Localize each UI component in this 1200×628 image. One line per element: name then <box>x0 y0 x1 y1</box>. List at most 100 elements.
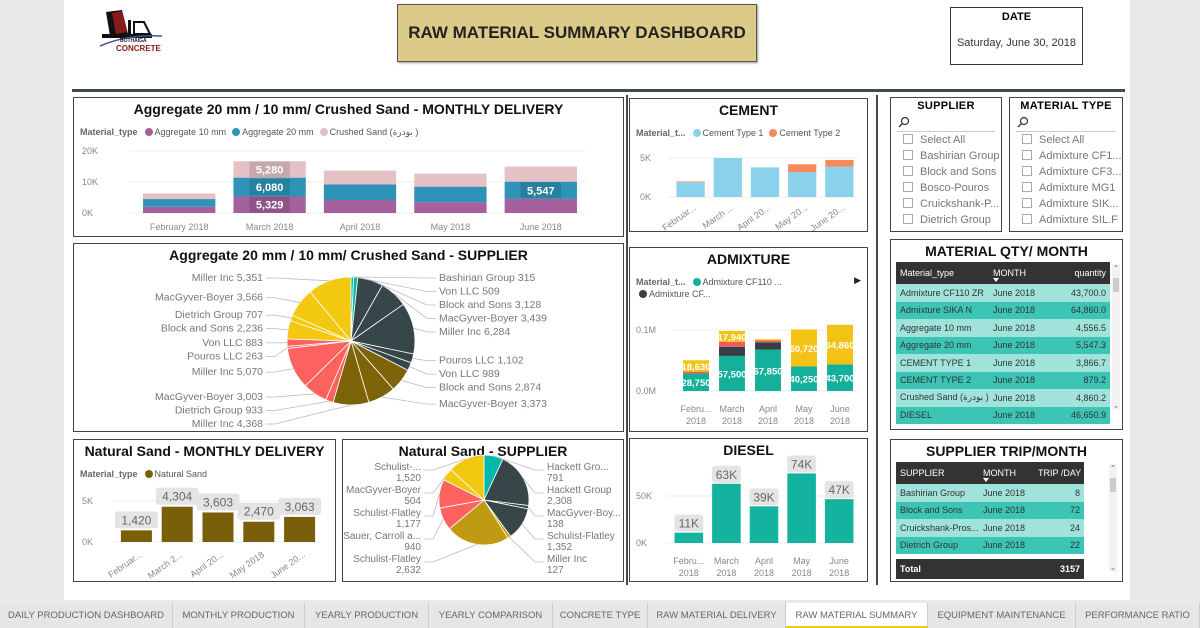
slicer-option[interactable]: Cruickshank-P... <box>891 196 1001 212</box>
checkbox[interactable] <box>1022 214 1032 224</box>
bar-segment[interactable] <box>791 329 817 367</box>
bar-segment[interactable] <box>284 516 316 542</box>
checkbox[interactable] <box>1022 150 1032 160</box>
column-header[interactable]: MONTH <box>979 462 1034 484</box>
bar-segment[interactable] <box>827 324 853 365</box>
bar-segment[interactable] <box>414 173 487 187</box>
bar-segment[interactable] <box>143 206 216 213</box>
pie-slice[interactable] <box>309 276 352 343</box>
table-scrollbar[interactable]: ⌃ ⌄ <box>1109 464 1117 572</box>
table-row[interactable]: Block and Sons June 2018 72 <box>896 501 1084 519</box>
slicer-option[interactable]: Admixture SIL.F <box>1010 212 1122 228</box>
pie-slice[interactable] <box>448 499 509 546</box>
slicer-search[interactable] <box>897 116 995 132</box>
bar-segment[interactable] <box>143 193 216 200</box>
bar-segment[interactable] <box>712 483 741 543</box>
bar-segment[interactable] <box>749 506 779 543</box>
table-row[interactable]: Admixture CF110 ZR June 2018 43,700.0 <box>896 284 1110 302</box>
bar-segment[interactable] <box>233 161 306 178</box>
scroll-up-icon[interactable]: ⌃ <box>1112 264 1120 273</box>
slicer-option[interactable]: Admixture CF3... <box>1010 164 1122 180</box>
slicer-option[interactable]: Admixture MG1 <box>1010 180 1122 196</box>
bar-segment[interactable] <box>683 373 709 391</box>
bar-segment[interactable] <box>674 532 704 543</box>
bar-segment[interactable] <box>791 366 817 391</box>
checkbox[interactable] <box>903 134 913 144</box>
scroll-thumb[interactable] <box>1110 478 1116 492</box>
bar-segment[interactable] <box>755 339 781 341</box>
bar-segment[interactable] <box>202 512 234 542</box>
checkbox[interactable] <box>1022 198 1032 208</box>
bar-segment[interactable] <box>787 473 816 543</box>
checkbox[interactable] <box>903 166 913 176</box>
bar-segment[interactable] <box>788 164 817 173</box>
bar-segment[interactable] <box>323 170 397 185</box>
bar-segment[interactable] <box>676 182 705 197</box>
tab-daily-production-dashboard[interactable]: DAILY PRODUCTION DASHBOARD <box>0 603 173 628</box>
bar-segment[interactable] <box>824 499 854 543</box>
table-row[interactable]: Crushed Sand (بودرة ) June 2018 4,860.2 <box>896 389 1110 407</box>
legend-item[interactable]: Cement Type 1 <box>702 128 764 138</box>
slicer-option[interactable]: Dietrich Group <box>891 212 1001 228</box>
legend-item[interactable]: Aggregate 10 mm <box>154 127 227 137</box>
bar-segment[interactable] <box>414 186 487 203</box>
bar-segment[interactable] <box>719 330 745 342</box>
slicer-option[interactable]: Select All <box>1010 132 1122 148</box>
bar-segment[interactable] <box>161 506 193 542</box>
bar-segment[interactable] <box>120 530 152 542</box>
bar-segment[interactable] <box>755 340 781 343</box>
checkbox[interactable] <box>1022 182 1032 192</box>
bar-segment[interactable] <box>719 346 745 356</box>
checkbox[interactable] <box>903 214 913 224</box>
bar-segment[interactable] <box>323 184 397 200</box>
scroll-up-icon[interactable]: ⌃ <box>1109 464 1117 473</box>
legend-item[interactable]: Cement Type 2 <box>779 128 841 138</box>
table-row[interactable]: Bashirian Group June 2018 8 <box>896 484 1084 502</box>
slicer-option[interactable]: Block and Sons <box>891 164 1001 180</box>
bar-segment[interactable] <box>713 158 742 197</box>
bar-segment[interactable] <box>323 199 397 213</box>
checkbox[interactable] <box>903 182 913 192</box>
checkbox[interactable] <box>1022 134 1032 144</box>
tab-concrete-type[interactable]: CONCRETE TYPE <box>553 603 648 628</box>
table-row[interactable]: CEMENT TYPE 1 June 2018 3,866.7 <box>896 354 1110 372</box>
bar-segment[interactable] <box>683 371 709 374</box>
bar-segment[interactable] <box>504 181 577 199</box>
tab-monthly-production[interactable]: MONTHLY PRODUCTION <box>173 603 305 628</box>
table-row[interactable]: Admixture SIKA N June 2018 64,860.0 <box>896 301 1110 319</box>
bar-segment[interactable] <box>414 202 487 213</box>
bar-segment[interactable] <box>143 199 216 207</box>
bar-segment[interactable] <box>243 521 275 542</box>
legend-entry[interactable]: Natural Sand <box>142 468 207 480</box>
slicer-option[interactable]: Select All <box>891 132 1001 148</box>
tab-yearly-comparison[interactable]: YEARLY COMPARISON <box>429 603 553 628</box>
column-header[interactable]: SUPPLIER <box>896 462 979 484</box>
table-row[interactable]: CEMENT TYPE 2 June 2018 879.2 <box>896 371 1110 389</box>
legend-entry[interactable]: Admixture CF... <box>636 288 711 300</box>
bar-segment[interactable] <box>750 167 780 197</box>
table-row[interactable]: Dietrich Group June 2018 22 <box>896 536 1084 554</box>
bar-segment[interactable] <box>825 166 854 197</box>
bar-segment[interactable] <box>755 342 781 350</box>
bar-segment[interactable] <box>719 355 745 391</box>
bar-segment[interactable] <box>683 360 709 372</box>
bar-segment[interactable] <box>755 349 781 391</box>
bar-segment[interactable] <box>676 181 705 183</box>
column-header[interactable]: Material_type <box>896 262 989 284</box>
legend-entry[interactable]: Admixture CF110 ... <box>690 276 782 288</box>
legend-item[interactable]: Admixture CF110 ... <box>702 277 782 287</box>
legend-item[interactable]: Aggregate 20 mm <box>242 127 314 137</box>
slicer-option[interactable]: Admixture CF1... <box>1010 148 1122 164</box>
slicer-search[interactable] <box>1016 116 1116 132</box>
column-header[interactable]: TRIP /DAY <box>1034 462 1084 484</box>
table-row[interactable]: DIESEL June 2018 46,650.9 <box>896 406 1110 424</box>
column-header[interactable]: MONTH <box>989 262 1057 284</box>
scroll-down-icon[interactable]: ⌄ <box>1112 401 1120 410</box>
legend-entry[interactable]: Cement Type 2 <box>766 127 840 139</box>
table-row[interactable]: Aggregate 10 mm June 2018 4,556.5 <box>896 319 1110 337</box>
bar-segment[interactable] <box>504 166 577 182</box>
table-row[interactable]: Cruickshank-Pros... June 2018 24 <box>896 519 1084 537</box>
legend-item[interactable]: Crushed Sand (بودرة ) <box>329 127 419 137</box>
table-scrollbar[interactable]: ⌃ ⌄ <box>1112 264 1120 410</box>
bar-segment[interactable] <box>827 364 853 391</box>
